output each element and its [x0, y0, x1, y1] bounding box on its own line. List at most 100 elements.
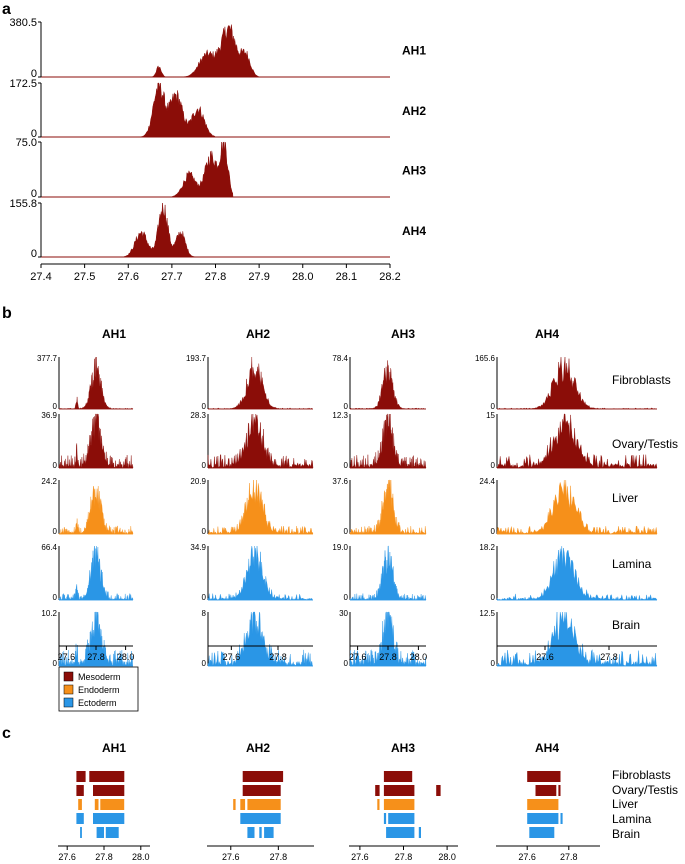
y-min-label: 0 — [344, 527, 349, 536]
x-tick-label: 28.0 — [438, 852, 456, 862]
y-min-label: 0 — [202, 402, 207, 411]
domain-bar — [94, 799, 99, 810]
domain-bar — [76, 785, 84, 796]
signal-area-ah3-2 — [349, 479, 427, 535]
y-max-label: 165.6 — [475, 354, 496, 363]
row-label: Ovary/Testis — [612, 437, 678, 451]
domain-bar — [383, 813, 387, 824]
y-max-label: 193.7 — [186, 354, 207, 363]
y-max-label: 8 — [202, 609, 207, 618]
y-max-label: 12.5 — [479, 609, 495, 618]
x-tick-label: 27.6 — [223, 652, 241, 662]
y-max-label: 30 — [339, 609, 348, 618]
column-title-ah3: AH3 — [391, 327, 415, 341]
domain-bar — [247, 827, 255, 838]
domain-bar — [93, 785, 125, 796]
y-min-label: 0 — [53, 593, 58, 602]
signal-area-ah3 — [171, 141, 234, 198]
domain-bar — [535, 785, 557, 796]
signal-area-ah1 — [145, 24, 260, 78]
y-max-label: 19.0 — [332, 543, 348, 552]
x-tick-label: 27.8 — [379, 652, 397, 662]
y-min-label: 0 — [53, 461, 58, 470]
x-tick-label: 28.0 — [132, 852, 150, 862]
row-label: Fibroblasts — [612, 768, 671, 782]
signal-area-ah4 — [123, 202, 199, 258]
domain-bar — [100, 799, 125, 810]
legend-label-ectoderm: Ectoderm — [78, 698, 117, 708]
y-min-label: 0 — [53, 527, 58, 536]
y-min-label: 0 — [202, 659, 207, 668]
signal-area-ah1-4 — [58, 611, 134, 667]
domain-bar — [527, 799, 559, 810]
domain-bar — [240, 799, 246, 810]
track-label-ah1: AH1 — [402, 44, 426, 58]
y-min-label: 0 — [344, 593, 349, 602]
x-tick-label: 27.8 — [95, 852, 113, 862]
y-min-label: 0 — [202, 593, 207, 602]
x-tick-label: 27.6 — [222, 852, 240, 862]
domain-bar — [529, 827, 555, 838]
y-max-label: 28.3 — [190, 411, 206, 420]
x-tick-label: 27.4 — [30, 271, 51, 283]
y-min-label: 0 — [344, 659, 349, 668]
legend-label-endoderm: Endoderm — [78, 685, 120, 695]
x-tick-label: 27.6 — [58, 652, 76, 662]
column-title-ah1: AH1 — [102, 741, 126, 755]
x-tick-label: 27.7 — [161, 271, 182, 283]
y-min-label: 0 — [53, 402, 58, 411]
signal-area-ah2-1 — [207, 413, 314, 469]
y-min-label: 0 — [31, 128, 37, 140]
y-max-label: 37.6 — [332, 477, 348, 486]
x-tick-label: 27.8 — [269, 652, 287, 662]
row-label: Liver — [612, 491, 638, 505]
signal-area-ah1-3 — [58, 545, 134, 601]
signal-area-ah2-2 — [207, 479, 314, 535]
x-tick-label: 27.8 — [600, 652, 618, 662]
domain-bar — [105, 827, 119, 838]
signal-area-ah3-0 — [349, 360, 427, 410]
signal-area-ah2 — [136, 82, 217, 138]
legend-swatch-ectoderm — [63, 697, 74, 708]
y-min-label: 0 — [344, 461, 349, 470]
y-min-label: 0 — [202, 461, 207, 470]
x-tick-label: 27.8 — [395, 852, 413, 862]
row-label: Lamina — [612, 557, 652, 571]
domain-bar — [240, 813, 281, 824]
domain-bar — [247, 799, 281, 810]
y-max-label: 10.2 — [41, 609, 57, 618]
y-min-label: 0 — [31, 68, 37, 80]
y-max-label: 20.9 — [190, 477, 206, 486]
domain-bar — [76, 771, 86, 782]
domain-bar — [383, 799, 415, 810]
y-min-label: 0 — [491, 461, 496, 470]
y-max-label: 15 — [486, 411, 495, 420]
x-tick-label: 27.6 — [58, 852, 76, 862]
signal-area-ah1-0 — [58, 356, 134, 410]
y-max-label: 24.2 — [41, 477, 57, 486]
signal-area-ah4-2 — [496, 479, 658, 535]
panel-label-c: c — [2, 725, 11, 742]
legend: Mesoderm Endoderm Ectoderm — [58, 666, 139, 712]
domain-bar — [375, 785, 380, 796]
y-max-label: 380.5 — [9, 17, 37, 29]
row-label: Brain — [612, 618, 640, 632]
domain-bar — [386, 827, 415, 838]
row-label: Liver — [612, 797, 638, 811]
x-tick-label: 27.6 — [349, 652, 367, 662]
row-label: Ovary/Testis — [612, 783, 678, 797]
panel-label-b: b — [2, 305, 12, 322]
y-min-label: 0 — [491, 402, 496, 411]
y-min-label: 0 — [491, 659, 496, 668]
signal-area-ah4-1 — [496, 413, 658, 469]
y-max-label: 34.9 — [190, 543, 206, 552]
y-max-label: 377.7 — [37, 354, 58, 363]
x-tick-label: 27.6 — [518, 852, 536, 862]
y-max-label: 12.3 — [332, 411, 348, 420]
y-max-label: 18.2 — [479, 543, 495, 552]
domain-bar — [242, 785, 281, 796]
panel-a: a380.50AH1172.50AH275.00AH3155.80AH427.4… — [2, 1, 426, 283]
domain-bar — [259, 827, 262, 838]
domain-bar — [80, 827, 82, 838]
